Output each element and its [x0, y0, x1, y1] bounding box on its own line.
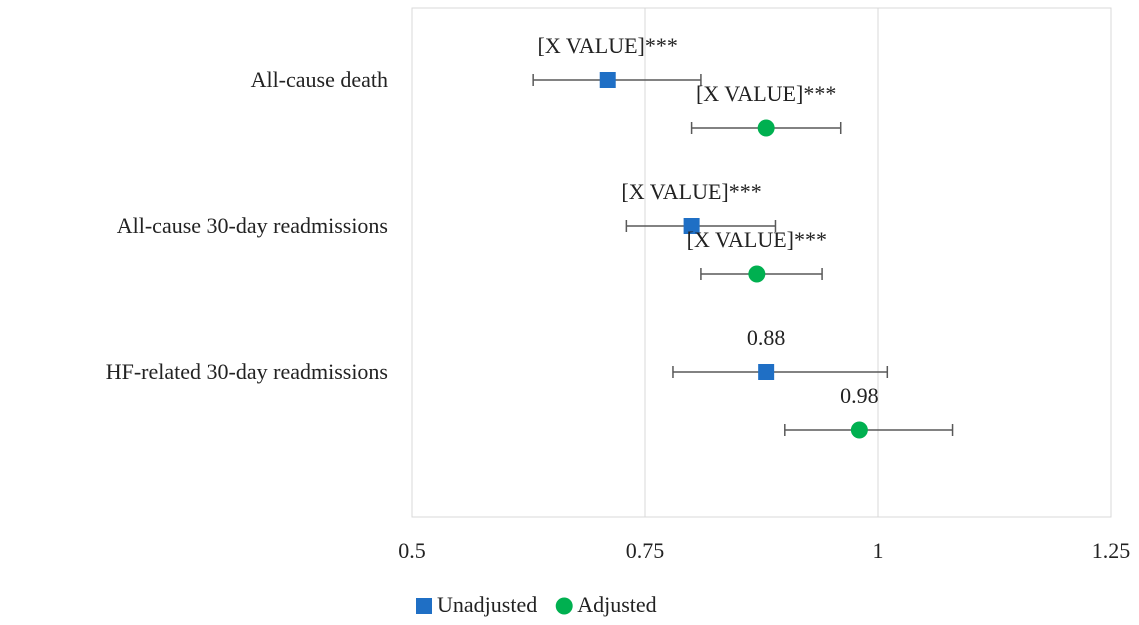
legend-label: Adjusted: [577, 592, 656, 617]
data-label: [X VALUE]***: [538, 33, 678, 58]
point: [599, 72, 616, 88]
point: [758, 364, 775, 380]
point: [757, 119, 775, 137]
category-label: All-cause death: [251, 67, 388, 92]
data-label: [X VALUE]***: [621, 179, 761, 204]
point: [748, 265, 766, 283]
x-tick-label: 0.5: [398, 538, 426, 563]
category-label: All-cause 30-day readmissions: [117, 213, 388, 238]
x-tick-label: 0.75: [626, 538, 665, 563]
data-label: 0.98: [840, 383, 879, 408]
category-label: HF-related 30-day readmissions: [106, 359, 388, 384]
legend-label: Unadjusted: [437, 592, 537, 617]
data-label: [X VALUE]***: [696, 81, 836, 106]
data-label: [X VALUE]***: [687, 227, 827, 252]
legend-marker: [555, 597, 573, 615]
point: [683, 218, 700, 234]
x-tick-label: 1: [873, 538, 884, 563]
x-tick-label: 1.25: [1092, 538, 1131, 563]
point: [850, 421, 868, 439]
legend-marker: [416, 598, 432, 614]
data-label: 0.88: [747, 325, 786, 350]
